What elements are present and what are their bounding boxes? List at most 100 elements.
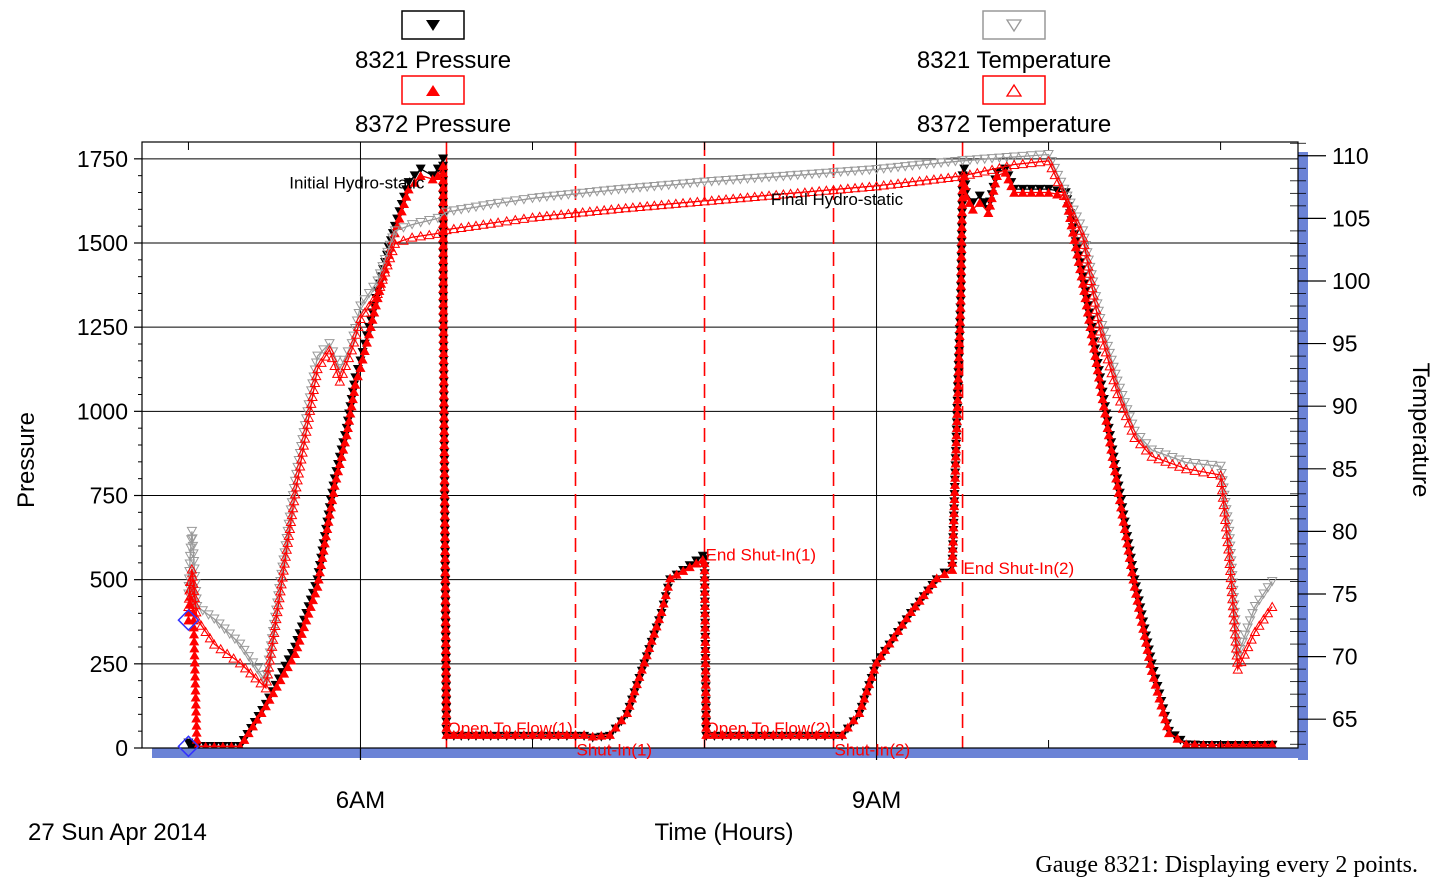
series-marker <box>859 693 870 703</box>
series-marker <box>305 601 316 611</box>
series-marker <box>344 415 355 425</box>
series-marker <box>1034 150 1046 161</box>
series-marker <box>441 729 452 739</box>
series-marker <box>756 190 768 201</box>
series-marker <box>950 451 961 461</box>
series-marker <box>986 193 997 203</box>
series-marker <box>227 741 235 748</box>
series-marker <box>247 658 259 668</box>
series-marker <box>438 154 449 164</box>
series-marker <box>1001 153 1013 163</box>
series-marker <box>1017 187 1028 197</box>
series-marker <box>878 179 890 190</box>
series-marker <box>1043 155 1054 166</box>
series-line <box>187 153 1273 684</box>
series-marker <box>1093 318 1105 329</box>
series-marker <box>691 178 703 188</box>
series-marker <box>295 454 307 464</box>
series-marker <box>277 571 288 582</box>
series-marker <box>914 160 925 171</box>
series-marker <box>1133 602 1144 612</box>
series-marker <box>333 466 344 476</box>
series-marker <box>553 729 564 739</box>
series-marker <box>1087 336 1098 346</box>
series-marker <box>953 380 964 390</box>
series-marker <box>1167 453 1178 463</box>
series-marker <box>287 502 299 513</box>
legend-label-8372-temperature: 8372 Temperature <box>917 111 1111 138</box>
series-marker <box>624 700 635 710</box>
series-marker <box>292 642 303 652</box>
series-marker <box>264 694 275 704</box>
series-marker <box>713 176 725 187</box>
series-marker <box>648 181 660 192</box>
series-marker <box>955 302 966 312</box>
series-marker <box>956 229 967 239</box>
series-marker <box>584 188 596 198</box>
series-marker <box>219 741 227 748</box>
series-marker <box>318 545 329 555</box>
series-marker <box>928 159 940 169</box>
series-marker <box>639 657 650 667</box>
series-marker <box>953 359 964 369</box>
series-marker <box>842 183 854 193</box>
series-marker <box>921 174 933 185</box>
series-marker <box>245 667 256 678</box>
series-marker <box>527 212 538 222</box>
event-annotation: Shut-In(2) <box>835 741 911 760</box>
series-marker <box>1071 218 1083 228</box>
series-marker <box>561 729 572 739</box>
series-marker <box>1146 451 1158 461</box>
start-diamond <box>177 609 200 632</box>
series-marker <box>1138 623 1149 633</box>
series-marker <box>534 193 546 203</box>
legend-swatch-8372-temperature <box>982 75 1046 105</box>
series-marker <box>256 708 267 717</box>
x-tick-label: 9AM <box>852 787 901 814</box>
series-marker <box>518 729 529 739</box>
series-marker <box>1098 401 1109 411</box>
series-marker <box>1129 581 1140 591</box>
series-marker <box>949 486 960 496</box>
series-marker <box>1046 162 1058 173</box>
series-marker <box>355 313 366 324</box>
series-marker <box>1229 615 1241 625</box>
series-marker <box>641 650 652 660</box>
series-marker <box>1118 516 1129 526</box>
y2-axis-label: Temperature <box>1407 363 1434 498</box>
series-marker <box>819 729 830 739</box>
series-marker <box>202 741 210 748</box>
series-marker <box>1069 235 1080 244</box>
series-marker <box>1117 509 1128 519</box>
y2-tick-label: 100 <box>1332 268 1370 294</box>
series-marker <box>409 177 420 187</box>
series-marker <box>268 627 280 637</box>
series-marker <box>382 247 393 258</box>
series-marker <box>1086 329 1097 339</box>
series-marker <box>415 171 426 180</box>
series-marker <box>1116 390 1128 401</box>
series-marker <box>279 668 290 678</box>
series-marker <box>1252 740 1262 748</box>
y-tick-label: 1750 <box>77 146 128 172</box>
series-marker <box>935 158 947 168</box>
y2-tick-label: 65 <box>1332 706 1358 732</box>
series-marker <box>631 679 642 689</box>
series-marker <box>806 186 818 196</box>
x-tick-label: 6AM <box>336 787 385 814</box>
series-marker <box>477 219 489 229</box>
series-marker <box>1065 204 1076 214</box>
series-marker <box>221 648 233 658</box>
series-marker <box>448 223 460 234</box>
series-marker <box>1142 644 1153 654</box>
series-marker <box>456 729 467 739</box>
series-marker <box>1097 394 1108 404</box>
series-marker <box>343 352 355 363</box>
series-marker <box>634 671 645 681</box>
series-marker <box>866 671 877 681</box>
series-marker <box>677 179 689 189</box>
series-marker <box>1143 651 1154 661</box>
series-marker <box>1068 211 1079 221</box>
series-marker <box>273 599 284 610</box>
series-marker <box>699 177 710 188</box>
